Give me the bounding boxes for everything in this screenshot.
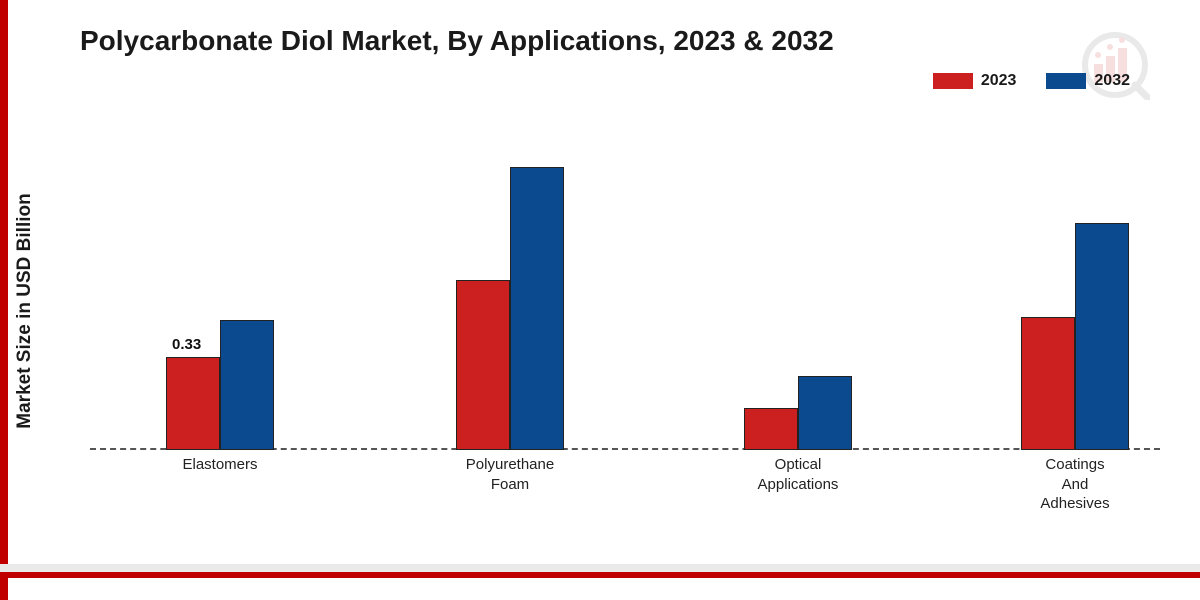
x-axis-category-label: PolyurethaneFoam bbox=[440, 455, 580, 494]
bar-2023 bbox=[166, 357, 220, 451]
legend-label-2032: 2032 bbox=[1094, 72, 1130, 90]
bar-2032 bbox=[220, 320, 274, 450]
y-axis-label: Market Size in USD Billion bbox=[14, 193, 36, 428]
x-axis-category-label: CoatingsAndAdhesives bbox=[1005, 455, 1145, 514]
watermark-logo bbox=[1060, 30, 1150, 105]
bar-2032 bbox=[1075, 223, 1129, 450]
legend-label-2023: 2023 bbox=[981, 72, 1017, 90]
bar-group bbox=[456, 167, 564, 450]
legend-item-2023: 2023 bbox=[933, 72, 1017, 90]
legend-swatch-2023 bbox=[933, 73, 973, 89]
bar-2032 bbox=[798, 376, 852, 450]
x-axis-category-label: OpticalApplications bbox=[728, 455, 868, 494]
bar-2023 bbox=[456, 280, 510, 450]
legend: 2023 2032 bbox=[933, 72, 1130, 90]
plot-area: 0.33 bbox=[90, 110, 1160, 450]
legend-item-2032: 2032 bbox=[1046, 72, 1130, 90]
accent-stripe bbox=[0, 0, 8, 600]
bar-2023 bbox=[1021, 317, 1075, 450]
bar-2032 bbox=[510, 167, 564, 450]
bar-2023 bbox=[744, 408, 798, 451]
x-axis-category-label: Elastomers bbox=[150, 455, 290, 475]
bar-value-label: 0.33 bbox=[172, 336, 201, 353]
footer-bar bbox=[0, 564, 1200, 578]
chart-title: Polycarbonate Diol Market, By Applicatio… bbox=[80, 25, 834, 57]
legend-swatch-2032 bbox=[1046, 73, 1086, 89]
x-axis-labels: Elastomers PolyurethaneFoam OpticalApplica… bbox=[90, 455, 1160, 515]
bar-group bbox=[1021, 223, 1129, 450]
bar-group bbox=[744, 376, 852, 450]
